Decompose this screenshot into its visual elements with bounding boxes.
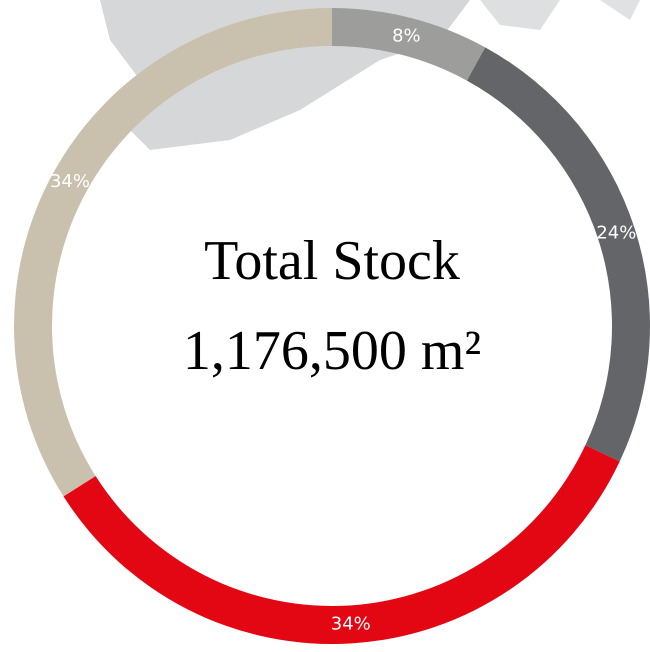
data-label: 8% xyxy=(392,25,421,46)
donut-segment xyxy=(14,8,333,497)
data-label: 34% xyxy=(331,613,371,634)
donut-segment xyxy=(332,8,486,81)
donut-segment xyxy=(466,47,650,462)
donut-ring xyxy=(14,8,650,644)
center-title: Total Stock xyxy=(204,230,460,292)
data-label: 24% xyxy=(596,223,636,244)
data-label: 34% xyxy=(50,171,90,192)
donut-segment xyxy=(63,445,620,644)
center-value: 1,176,500 m² xyxy=(183,320,481,382)
